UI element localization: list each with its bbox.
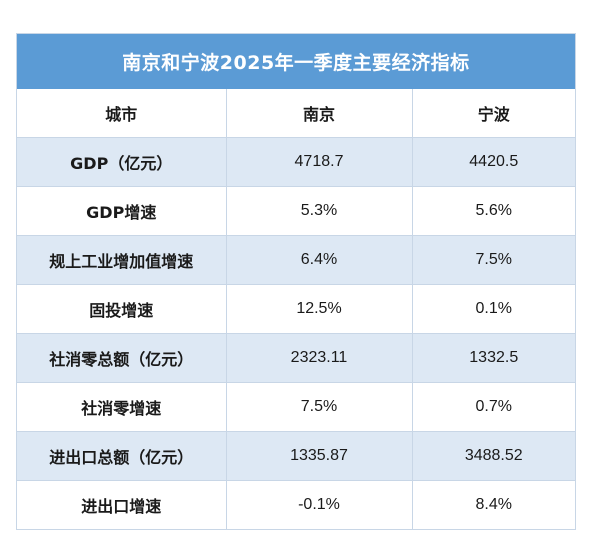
header-ningbo: 宁波 xyxy=(412,89,575,138)
header-city: 城市 xyxy=(17,89,227,138)
table-title: 南京和宁波2025年一季度主要经济指标 xyxy=(17,34,575,89)
table-row: 规上工业增加值增速 6.4% 7.5% xyxy=(17,235,575,285)
nanjing-value: 6.4% xyxy=(226,235,413,285)
row-label: 社消零增速 xyxy=(17,382,227,432)
ningbo-value: 5.6% xyxy=(412,186,575,236)
ningbo-value: 3488.52 xyxy=(412,431,575,481)
nanjing-value: -0.1% xyxy=(226,480,413,529)
ningbo-value: 4420.5 xyxy=(412,137,575,187)
header-nanjing: 南京 xyxy=(226,89,413,138)
row-label: GDP增速 xyxy=(17,186,227,236)
table-row: 固投增速 12.5% 0.1% xyxy=(17,284,575,334)
indicator-table: 城市 南京 宁波 GDP（亿元） 4718.7 4420.5 GDP增速 5.3… xyxy=(17,89,575,529)
ningbo-value: 8.4% xyxy=(412,480,575,529)
ningbo-value: 0.7% xyxy=(412,382,575,432)
table-row: 社消零增速 7.5% 0.7% xyxy=(17,382,575,432)
table-row: 社消零总额（亿元） 2323.11 1332.5 xyxy=(17,333,575,383)
nanjing-value: 4718.7 xyxy=(226,137,413,187)
ningbo-value: 0.1% xyxy=(412,284,575,334)
row-label: 固投增速 xyxy=(17,284,227,334)
row-label: 进出口总额（亿元） xyxy=(17,431,227,481)
row-label: 社消零总额（亿元） xyxy=(17,333,227,383)
row-label: GDP（亿元） xyxy=(17,137,227,187)
row-label: 进出口增速 xyxy=(17,480,227,529)
nanjing-value: 2323.11 xyxy=(226,333,413,383)
table-row: GDP增速 5.3% 5.6% xyxy=(17,186,575,236)
indicator-table-card: 南京和宁波2025年一季度主要经济指标 城市 南京 宁波 GDP（亿元） 471… xyxy=(16,33,576,530)
header-row: 城市 南京 宁波 xyxy=(17,89,575,138)
table-row: 进出口增速 -0.1% 8.4% xyxy=(17,480,575,529)
nanjing-value: 12.5% xyxy=(226,284,413,334)
table-row: 进出口总额（亿元） 1335.87 3488.52 xyxy=(17,431,575,481)
nanjing-value: 5.3% xyxy=(226,186,413,236)
nanjing-value: 7.5% xyxy=(226,382,413,432)
ningbo-value: 1332.5 xyxy=(412,333,575,383)
table-row: GDP（亿元） 4718.7 4420.5 xyxy=(17,137,575,187)
row-label: 规上工业增加值增速 xyxy=(17,235,227,285)
ningbo-value: 7.5% xyxy=(412,235,575,285)
nanjing-value: 1335.87 xyxy=(226,431,413,481)
